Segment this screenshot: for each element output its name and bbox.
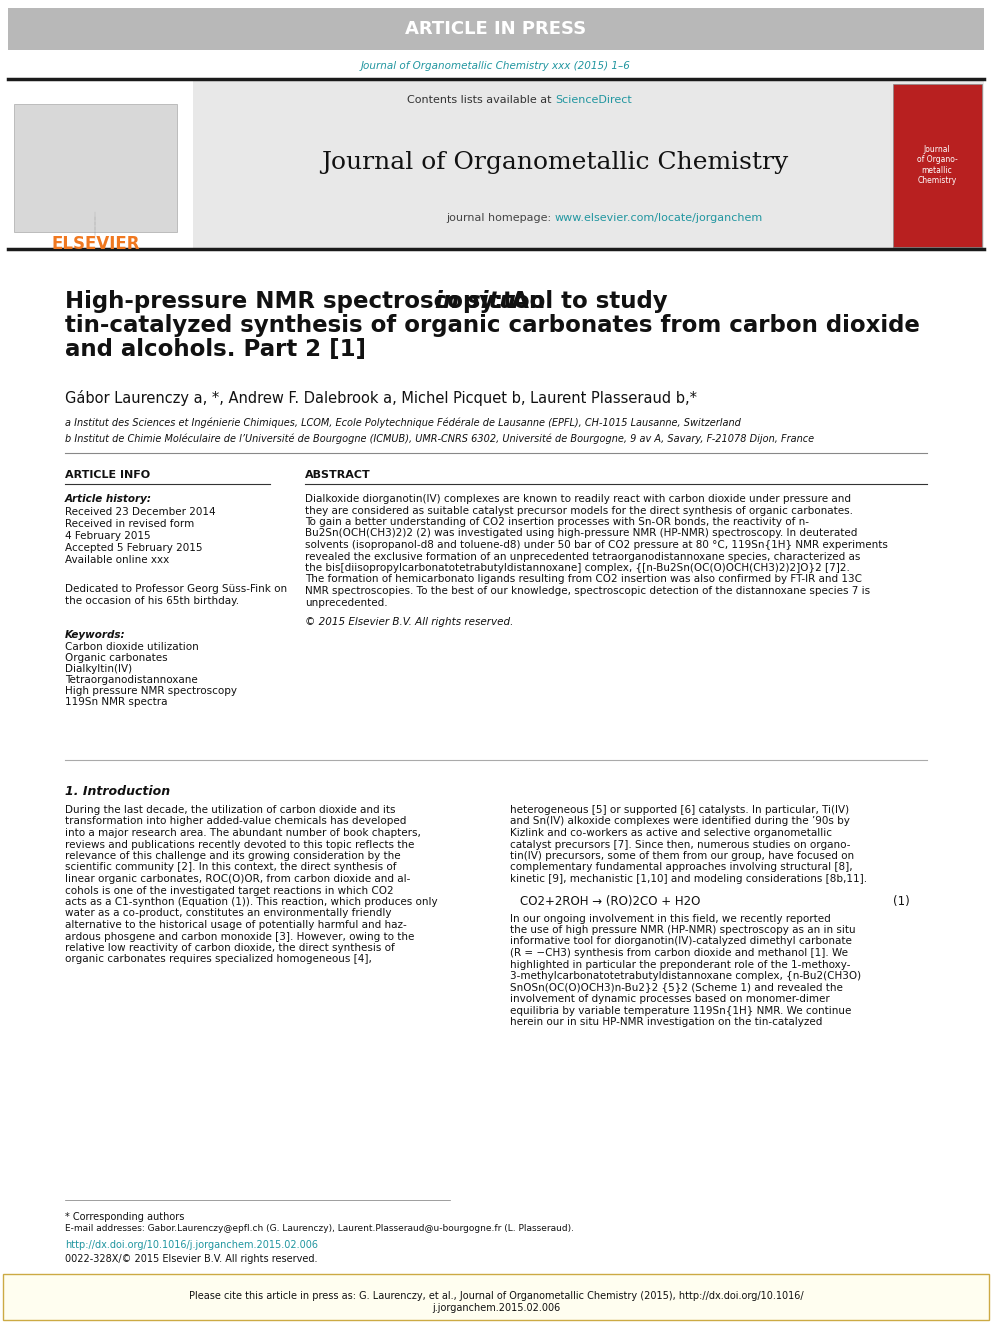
Bar (893, 83, 982, 247)
Text: ARTICLE INFO: ARTICLE INFO (65, 470, 150, 480)
Text: ABSTRACT: ABSTRACT (305, 470, 371, 480)
Text: revealed the exclusive formation of an unprecedented tetraorganodistannoxane spe: revealed the exclusive formation of an u… (305, 552, 860, 561)
Text: tin(IV) precursors, some of them from our group, have focused on: tin(IV) precursors, some of them from ou… (510, 851, 854, 861)
Text: catalyst precursors [7]. Since then, numerous studies on organo-: catalyst precursors [7]. Since then, num… (510, 840, 850, 849)
Bar (8, 8, 984, 50)
Text: Received in revised form: Received in revised form (65, 519, 194, 529)
Text: High-pressure NMR spectroscopy: An: High-pressure NMR spectroscopy: An (65, 290, 554, 314)
Text: Dialkyltin(IV): Dialkyltin(IV) (65, 664, 132, 673)
Text: unprecedented.: unprecedented. (305, 598, 388, 607)
Text: Accepted 5 February 2015: Accepted 5 February 2015 (65, 542, 202, 553)
Text: into a major research area. The abundant number of book chapters,: into a major research area. The abundant… (65, 828, 421, 837)
Text: Journal of Organometallic Chemistry: Journal of Organometallic Chemistry (321, 152, 789, 175)
Text: The formation of hemicarbonato ligands resulting from CO2 insertion was also con: The formation of hemicarbonato ligands r… (305, 574, 862, 585)
Text: and Sn(IV) alkoxide complexes were identified during the ’90s by: and Sn(IV) alkoxide complexes were ident… (510, 816, 850, 827)
Text: scientific community [2]. In this context, the direct synthesis of: scientific community [2]. In this contex… (65, 863, 397, 872)
Text: (1): (1) (893, 896, 910, 909)
Text: organic carbonates requires specialized homogeneous [4],: organic carbonates requires specialized … (65, 954, 372, 964)
Text: water as a co-product, constitutes an environmentally friendly: water as a co-product, constitutes an en… (65, 909, 392, 918)
Text: ELSEVIER: ELSEVIER (52, 235, 140, 253)
Text: High pressure NMR spectroscopy: High pressure NMR spectroscopy (65, 687, 237, 696)
Text: Bu2Sn(OCH(CH3)2)2 (2) was investigated using high-pressure NMR (HP-NMR) spectros: Bu2Sn(OCH(CH3)2)2 (2) was investigated u… (305, 528, 857, 538)
Text: Please cite this article in press as: G. Laurenczy, et al., Journal of Organomet: Please cite this article in press as: G.… (188, 1291, 804, 1301)
Text: © 2015 Elsevier B.V. All rights reserved.: © 2015 Elsevier B.V. All rights reserved… (305, 617, 514, 627)
Text: complementary fundamental approaches involving structural [8],: complementary fundamental approaches inv… (510, 863, 853, 872)
Text: 119Sn NMR spectra: 119Sn NMR spectra (65, 697, 168, 706)
Text: www.elsevier.com/locate/jorganchem: www.elsevier.com/locate/jorganchem (555, 213, 763, 224)
Text: linear organic carbonates, ROC(O)OR, from carbon dioxide and al-: linear organic carbonates, ROC(O)OR, fro… (65, 875, 411, 884)
Text: relevance of this challenge and its growing consideration by the: relevance of this challenge and its grow… (65, 851, 401, 861)
Text: j.jorganchem.2015.02.006: j.jorganchem.2015.02.006 (432, 1303, 560, 1312)
Text: Carbon dioxide utilization: Carbon dioxide utilization (65, 642, 198, 652)
Text: tin-catalyzed synthesis of organic carbonates from carbon dioxide: tin-catalyzed synthesis of organic carbo… (65, 314, 920, 337)
Text: (R = −CH3) synthesis from carbon dioxide and methanol [1]. We: (R = −CH3) synthesis from carbon dioxide… (510, 949, 848, 958)
Text: Gábor Laurenczy a, *, Andrew F. Dalebrook a, Michel Picquet b, Laurent Plasserau: Gábor Laurenczy a, *, Andrew F. Dalebroo… (65, 390, 697, 406)
Bar (3, 1274, 989, 1320)
Text: Dialkoxide diorganotin(IV) complexes are known to readily react with carbon diox: Dialkoxide diorganotin(IV) complexes are… (305, 493, 851, 504)
Text: cohols is one of the investigated target reactions in which CO2: cohols is one of the investigated target… (65, 885, 394, 896)
Text: Journal
of Organo-
metallic
Chemistry: Journal of Organo- metallic Chemistry (917, 146, 957, 185)
Text: Keywords:: Keywords: (65, 630, 126, 640)
Text: NMR spectroscopies. To the best of our knowledge, spectroscopic detection of the: NMR spectroscopies. To the best of our k… (305, 586, 870, 595)
Text: To gain a better understanding of CO2 insertion processes with Sn-OR bonds, the : To gain a better understanding of CO2 in… (305, 517, 809, 527)
Text: * Corresponding authors: * Corresponding authors (65, 1212, 185, 1222)
Text: Tetraorganodistannoxane: Tetraorganodistannoxane (65, 675, 197, 685)
Text: ardous phosgene and carbon monoxide [3]. However, owing to the: ardous phosgene and carbon monoxide [3].… (65, 931, 415, 942)
Text: acts as a C1-synthon (Equation (1)). This reaction, which produces only: acts as a C1-synthon (Equation (1)). Thi… (65, 897, 437, 908)
Text: alternative to the historical usage of potentially harmful and haz-: alternative to the historical usage of p… (65, 919, 407, 930)
Text: Available online xxx: Available online xxx (65, 556, 170, 565)
Text: b Institut de Chimie Moléculaire de l’Université de Bourgogne (ICMUB), UMR-CNRS : b Institut de Chimie Moléculaire de l’Un… (65, 433, 814, 443)
Text: During the last decade, the utilization of carbon dioxide and its: During the last decade, the utilization … (65, 804, 396, 815)
Text: relative low reactivity of carbon dioxide, the direct synthesis of: relative low reactivity of carbon dioxid… (65, 943, 395, 953)
Text: informative tool for diorganotin(IV)-catalyzed dimethyl carbonate: informative tool for diorganotin(IV)-cat… (510, 937, 852, 946)
Text: transformation into higher added-value chemicals has developed: transformation into higher added-value c… (65, 816, 407, 827)
Text: 1. Introduction: 1. Introduction (65, 785, 170, 798)
Text: SnOSn(OC(O)OCH3)n-Bu2}2 {5}2 (Scheme 1) and revealed the: SnOSn(OC(O)OCH3)n-Bu2}2 {5}2 (Scheme 1) … (510, 983, 843, 992)
Text: highlighted in particular the preponderant role of the 1-methoxy-: highlighted in particular the prepondera… (510, 959, 850, 970)
Text: heterogeneous [5] or supported [6] catalysts. In particular, Ti(IV): heterogeneous [5] or supported [6] catal… (510, 804, 849, 815)
Text: Kizlink and co-workers as active and selective organometallic: Kizlink and co-workers as active and sel… (510, 828, 832, 837)
Text: and alcohols. Part 2 [1]: and alcohols. Part 2 [1] (65, 337, 366, 361)
Text: kinetic [9], mechanistic [1,10] and modeling considerations [8b,11].: kinetic [9], mechanistic [1,10] and mode… (510, 875, 867, 884)
Text: reviews and publications recently devoted to this topic reflects the: reviews and publications recently devote… (65, 840, 415, 849)
Text: ScienceDirect: ScienceDirect (555, 95, 632, 105)
Text: in situ: in situ (435, 290, 516, 314)
Text: ARTICLE IN PRESS: ARTICLE IN PRESS (406, 20, 586, 38)
Bar (8, 78, 984, 247)
Text: 0022-328X/© 2015 Elsevier B.V. All rights reserved.: 0022-328X/© 2015 Elsevier B.V. All right… (65, 1254, 317, 1263)
Text: http://dx.doi.org/10.1016/j.jorganchem.2015.02.006: http://dx.doi.org/10.1016/j.jorganchem.2… (65, 1240, 318, 1250)
Text: Received 23 December 2014: Received 23 December 2014 (65, 507, 215, 517)
Text: journal homepage:: journal homepage: (446, 213, 555, 224)
Text: 4 February 2015: 4 February 2015 (65, 531, 151, 541)
Text: In our ongoing involvement in this field, we recently reported: In our ongoing involvement in this field… (510, 913, 830, 923)
Text: Organic carbonates: Organic carbonates (65, 654, 168, 663)
Text: the use of high pressure NMR (HP-NMR) spectroscopy as an in situ: the use of high pressure NMR (HP-NMR) sp… (510, 925, 856, 935)
Text: a Institut des Sciences et Ingénierie Chimiques, LCOM, Ecole Polytechnique Fédér: a Institut des Sciences et Ingénierie Ch… (65, 418, 741, 429)
Bar (8, 78, 193, 247)
Text: herein our in situ HP-NMR investigation on the tin-catalyzed: herein our in situ HP-NMR investigation … (510, 1017, 822, 1027)
Text: Contents lists available at: Contents lists available at (407, 95, 555, 105)
Text: Article history:: Article history: (65, 493, 152, 504)
Bar (14, 105, 177, 232)
Text: E-mail addresses: Gabor.Laurenczy@epfl.ch (G. Laurenczy), Laurent.Plasseraud@u-b: E-mail addresses: Gabor.Laurenczy@epfl.c… (65, 1224, 574, 1233)
Text: 3-methylcarbonatotetrabutyldistannoxane complex, {n-Bu2(CH3O): 3-methylcarbonatotetrabutyldistannoxane … (510, 971, 861, 980)
Text: tool to study: tool to study (495, 290, 668, 314)
Text: they are considered as suitable catalyst precursor models for the direct synthes: they are considered as suitable catalyst… (305, 505, 853, 516)
Text: solvents (isopropanol-d8 and toluene-d8) under 50 bar of CO2 pressure at 80 °C, : solvents (isopropanol-d8 and toluene-d8)… (305, 540, 888, 550)
Text: Dedicated to Professor Georg Süss-Fink on
the occasion of his 65th birthday.: Dedicated to Professor Georg Süss-Fink o… (65, 583, 287, 606)
Text: equilibria by variable temperature 119Sn{1H} NMR. We continue: equilibria by variable temperature 119Sn… (510, 1005, 851, 1016)
Text: Journal of Organometallic Chemistry xxx (2015) 1–6: Journal of Organometallic Chemistry xxx … (361, 61, 631, 71)
Text: the bis[diisopropylcarbonatotetrabutyldistannoxane] complex, {[n-Bu2Sn(OC(O)OCH(: the bis[diisopropylcarbonatotetrabutyldi… (305, 564, 850, 573)
Text: involvement of dynamic processes based on monomer-dimer: involvement of dynamic processes based o… (510, 994, 829, 1004)
Text: CO2+2ROH → (RO)2CO + H2O: CO2+2ROH → (RO)2CO + H2O (520, 896, 700, 909)
